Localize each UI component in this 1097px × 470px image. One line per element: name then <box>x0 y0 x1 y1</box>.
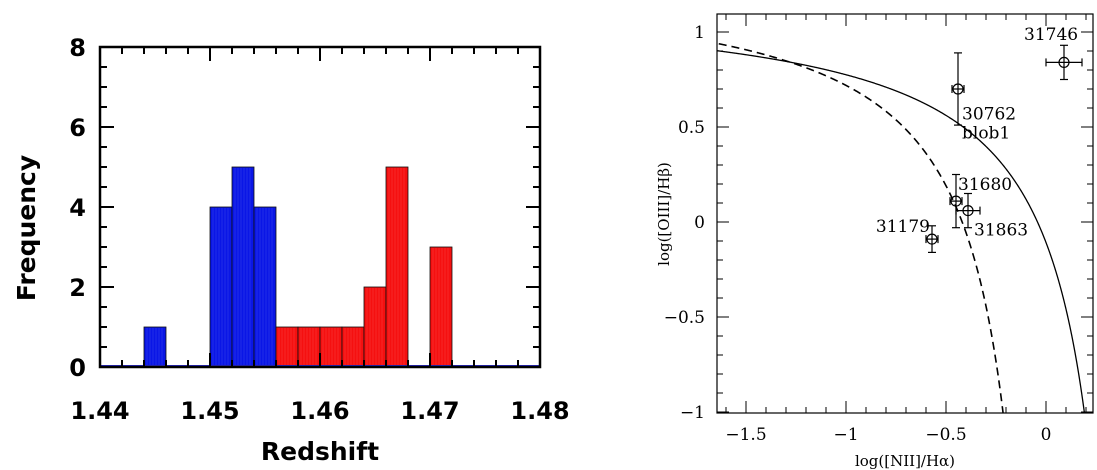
point-marker <box>962 205 974 217</box>
x-tick-label: 1.46 <box>290 397 349 425</box>
bpt-point <box>955 192 981 229</box>
x-tick-label: −0.5 <box>925 425 966 445</box>
point-label: blob1 <box>962 124 1010 144</box>
y-tick-label: 4 <box>69 194 86 222</box>
point-label: 31746 <box>1024 25 1078 45</box>
histogram-frame <box>98 45 542 369</box>
point-label: 31863 <box>974 221 1028 241</box>
point-label: 30762 <box>962 105 1016 125</box>
point-label: 31179 <box>876 217 930 237</box>
bpt-y-axis-label: log([OIII]/Hβ) <box>655 162 673 266</box>
x-tick-label: 1.47 <box>400 397 459 425</box>
x-tick-label: 1.48 <box>510 397 569 425</box>
bpt-y-tick-labels: −1 −0.5 0 0.5 1 <box>664 23 705 423</box>
y-tick-label: −0.5 <box>664 308 705 328</box>
bpt-x-tick-labels: −1.5 −1 −0.5 0 <box>725 425 1051 445</box>
y-tick-label: 0 <box>69 354 86 382</box>
point-marker <box>952 83 964 95</box>
y-tick-label: 2 <box>69 274 86 302</box>
kauffmann-demarcation-curve <box>717 42 1004 413</box>
x-tick-label: −1.5 <box>725 425 766 445</box>
histogram-chart: 1.44 1.45 1.46 1.47 1.48 0 2 4 6 8 Redshift Freq… <box>12 34 570 466</box>
y-tick-label: 8 <box>69 34 86 62</box>
bpt-data-points <box>925 44 1083 253</box>
x-tick-label: −1 <box>833 425 858 445</box>
histogram-bars <box>143 166 453 368</box>
bpt-point <box>951 52 965 126</box>
y-tick-label: 1 <box>694 23 705 43</box>
bpt-x-axis-label: log([NII]/Hα) <box>855 452 955 470</box>
histogram-y-tick-labels: 0 2 4 6 8 <box>69 34 86 382</box>
bpt-point <box>1045 44 1083 81</box>
point-marker <box>926 233 938 245</box>
histogram-ticks <box>99 46 541 368</box>
bpt-point <box>925 225 939 253</box>
y-tick-label: 0 <box>694 213 705 233</box>
y-tick-label: 6 <box>69 114 86 142</box>
point-marker <box>950 195 962 207</box>
x-tick-label: 1.45 <box>180 397 239 425</box>
x-tick-label: 1.44 <box>70 397 129 425</box>
x-tick-label: 0 <box>1041 425 1052 445</box>
histogram-x-tick-labels: 1.44 1.45 1.46 1.47 1.48 <box>70 397 569 425</box>
kewley-demarcation-curve <box>717 50 1086 413</box>
bpt-ticks <box>717 14 1093 413</box>
histogram-x-axis-label: Redshift <box>261 437 379 466</box>
y-tick-label: −1 <box>680 403 705 423</box>
point-marker <box>1058 56 1070 69</box>
y-tick-label: 0.5 <box>678 118 705 138</box>
bpt-frame <box>716 13 1094 414</box>
histogram-y-axis-label: Frequency <box>12 155 41 301</box>
bpt-point <box>949 173 963 229</box>
point-label: 31680 <box>958 175 1012 195</box>
